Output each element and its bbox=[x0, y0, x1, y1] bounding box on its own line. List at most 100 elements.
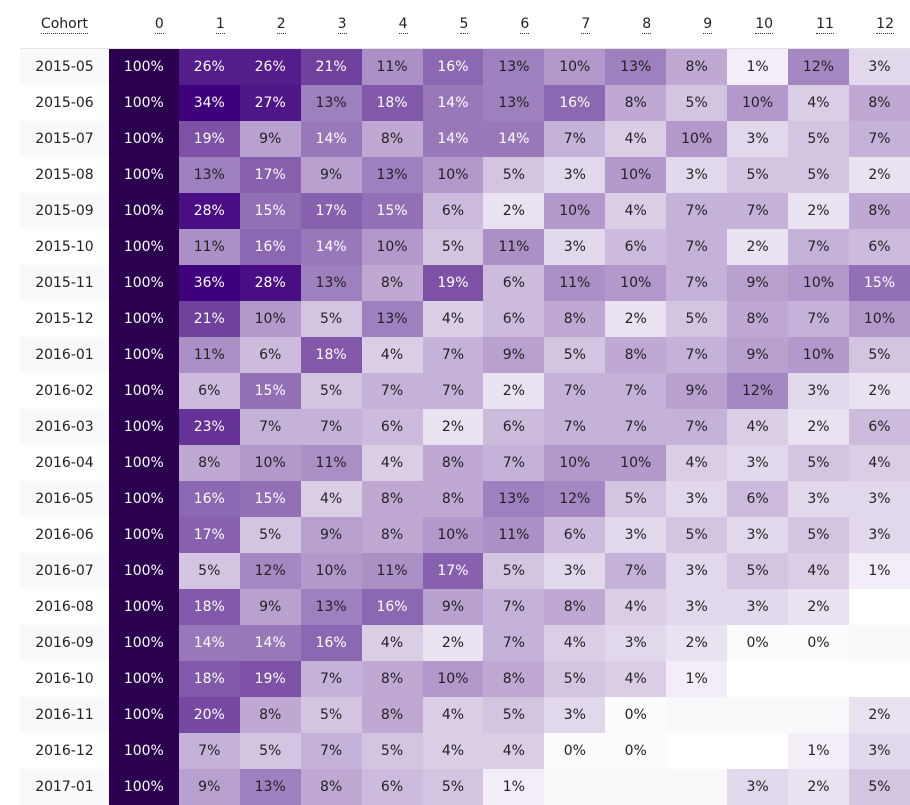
heatmap-cell: 2% bbox=[849, 373, 910, 409]
heatmap-cell: 1% bbox=[666, 661, 727, 697]
column-header-10[interactable]: 10 bbox=[727, 0, 788, 49]
heatmap-cell: 5% bbox=[362, 733, 423, 769]
heatmap-cell: 3% bbox=[544, 553, 605, 589]
heatmap-cell: 10% bbox=[301, 553, 362, 589]
heatmap-cell: 1% bbox=[788, 733, 849, 769]
heatmap-cell: 3% bbox=[605, 517, 666, 553]
heatmap-cell: 7% bbox=[666, 265, 727, 301]
heatmap-cell: 4% bbox=[727, 409, 788, 445]
heatmap-cell: 11% bbox=[179, 229, 240, 265]
heatmap-cell: 0% bbox=[605, 733, 666, 769]
column-header-5[interactable]: 5 bbox=[423, 0, 484, 49]
heatmap-cell: 100% bbox=[109, 229, 179, 265]
heatmap-cell: 12% bbox=[544, 481, 605, 517]
heatmap-cell: 3% bbox=[666, 157, 727, 193]
heatmap-cell: 8% bbox=[362, 265, 423, 301]
cohort-label: 2015-10 bbox=[20, 229, 109, 265]
heatmap-cell: 100% bbox=[109, 409, 179, 445]
heatmap-cell: 16% bbox=[301, 625, 362, 661]
heatmap-cell: 2% bbox=[788, 409, 849, 445]
column-header-4[interactable]: 4 bbox=[362, 0, 423, 49]
heatmap-cell: 9% bbox=[483, 337, 544, 373]
heatmap-cell bbox=[788, 697, 849, 733]
heatmap-cell bbox=[666, 697, 727, 733]
heatmap-cell: 10% bbox=[727, 85, 788, 121]
heatmap-cell: 19% bbox=[423, 265, 484, 301]
heatmap-cell: 6% bbox=[605, 229, 666, 265]
column-header-6[interactable]: 6 bbox=[483, 0, 544, 49]
heatmap-cell: 10% bbox=[788, 265, 849, 301]
column-header-12[interactable]: 12 bbox=[849, 0, 910, 49]
heatmap-cell: 11% bbox=[362, 553, 423, 589]
heatmap-cell bbox=[727, 661, 788, 697]
heatmap-cell: 5% bbox=[727, 553, 788, 589]
column-header-11[interactable]: 11 bbox=[788, 0, 849, 49]
cohort-column-header[interactable]: Cohort bbox=[20, 0, 109, 49]
heatmap-cell: 10% bbox=[849, 301, 910, 337]
heatmap-cell: 7% bbox=[666, 409, 727, 445]
cohort-label: 2017-01 bbox=[20, 769, 109, 805]
heatmap-cell: 23% bbox=[179, 409, 240, 445]
heatmap-cell: 3% bbox=[727, 589, 788, 625]
heatmap-cell: 2% bbox=[788, 193, 849, 229]
heatmap-cell: 0% bbox=[788, 625, 849, 661]
column-header-3[interactable]: 3 bbox=[301, 0, 362, 49]
heatmap-cell: 8% bbox=[605, 85, 666, 121]
heatmap-cell: 36% bbox=[179, 265, 240, 301]
column-header-1[interactable]: 1 bbox=[179, 0, 240, 49]
heatmap-cell: 9% bbox=[666, 373, 727, 409]
heatmap-cell: 100% bbox=[109, 517, 179, 553]
heatmap-cell: 9% bbox=[423, 589, 484, 625]
heatmap-cell: 15% bbox=[240, 481, 301, 517]
heatmap-cell: 5% bbox=[788, 445, 849, 481]
heatmap-cell: 7% bbox=[423, 373, 484, 409]
heatmap-cell: 4% bbox=[423, 697, 484, 733]
heatmap-cell: 2% bbox=[423, 409, 484, 445]
heatmap-cell: 11% bbox=[544, 265, 605, 301]
heatmap-cell: 0% bbox=[727, 625, 788, 661]
heatmap-cell: 100% bbox=[109, 733, 179, 769]
heatmap-cell: 3% bbox=[849, 49, 910, 86]
cohort-label: 2016-10 bbox=[20, 661, 109, 697]
heatmap-cell: 6% bbox=[179, 373, 240, 409]
heatmap-cell: 13% bbox=[362, 157, 423, 193]
heatmap-cell: 5% bbox=[301, 301, 362, 337]
heatmap-cell: 11% bbox=[483, 517, 544, 553]
heatmap-cell: 10% bbox=[240, 301, 301, 337]
heatmap-cell: 12% bbox=[788, 49, 849, 86]
heatmap-cell: 13% bbox=[483, 481, 544, 517]
cohort-label: 2015-12 bbox=[20, 301, 109, 337]
heatmap-cell: 13% bbox=[483, 85, 544, 121]
heatmap-cell: 8% bbox=[544, 301, 605, 337]
heatmap-cell: 19% bbox=[240, 661, 301, 697]
heatmap-cell: 13% bbox=[301, 589, 362, 625]
heatmap-cell: 11% bbox=[301, 445, 362, 481]
column-header-8[interactable]: 8 bbox=[605, 0, 666, 49]
heatmap-cell: 16% bbox=[240, 229, 301, 265]
heatmap-cell: 10% bbox=[666, 121, 727, 157]
column-header-7[interactable]: 7 bbox=[544, 0, 605, 49]
heatmap-cell: 100% bbox=[109, 697, 179, 733]
heatmap-cell: 7% bbox=[605, 409, 666, 445]
heatmap-cell: 4% bbox=[605, 589, 666, 625]
column-header-2[interactable]: 2 bbox=[240, 0, 301, 49]
heatmap-cell: 13% bbox=[301, 85, 362, 121]
cohort-label: 2016-11 bbox=[20, 697, 109, 733]
heatmap-cell: 17% bbox=[240, 157, 301, 193]
column-header-0[interactable]: 0 bbox=[109, 0, 179, 49]
heatmap-cell: 100% bbox=[109, 85, 179, 121]
heatmap-cell: 8% bbox=[605, 337, 666, 373]
heatmap-cell: 11% bbox=[483, 229, 544, 265]
column-header-9[interactable]: 9 bbox=[666, 0, 727, 49]
heatmap-cell: 100% bbox=[109, 553, 179, 589]
heatmap-cell: 8% bbox=[423, 445, 484, 481]
